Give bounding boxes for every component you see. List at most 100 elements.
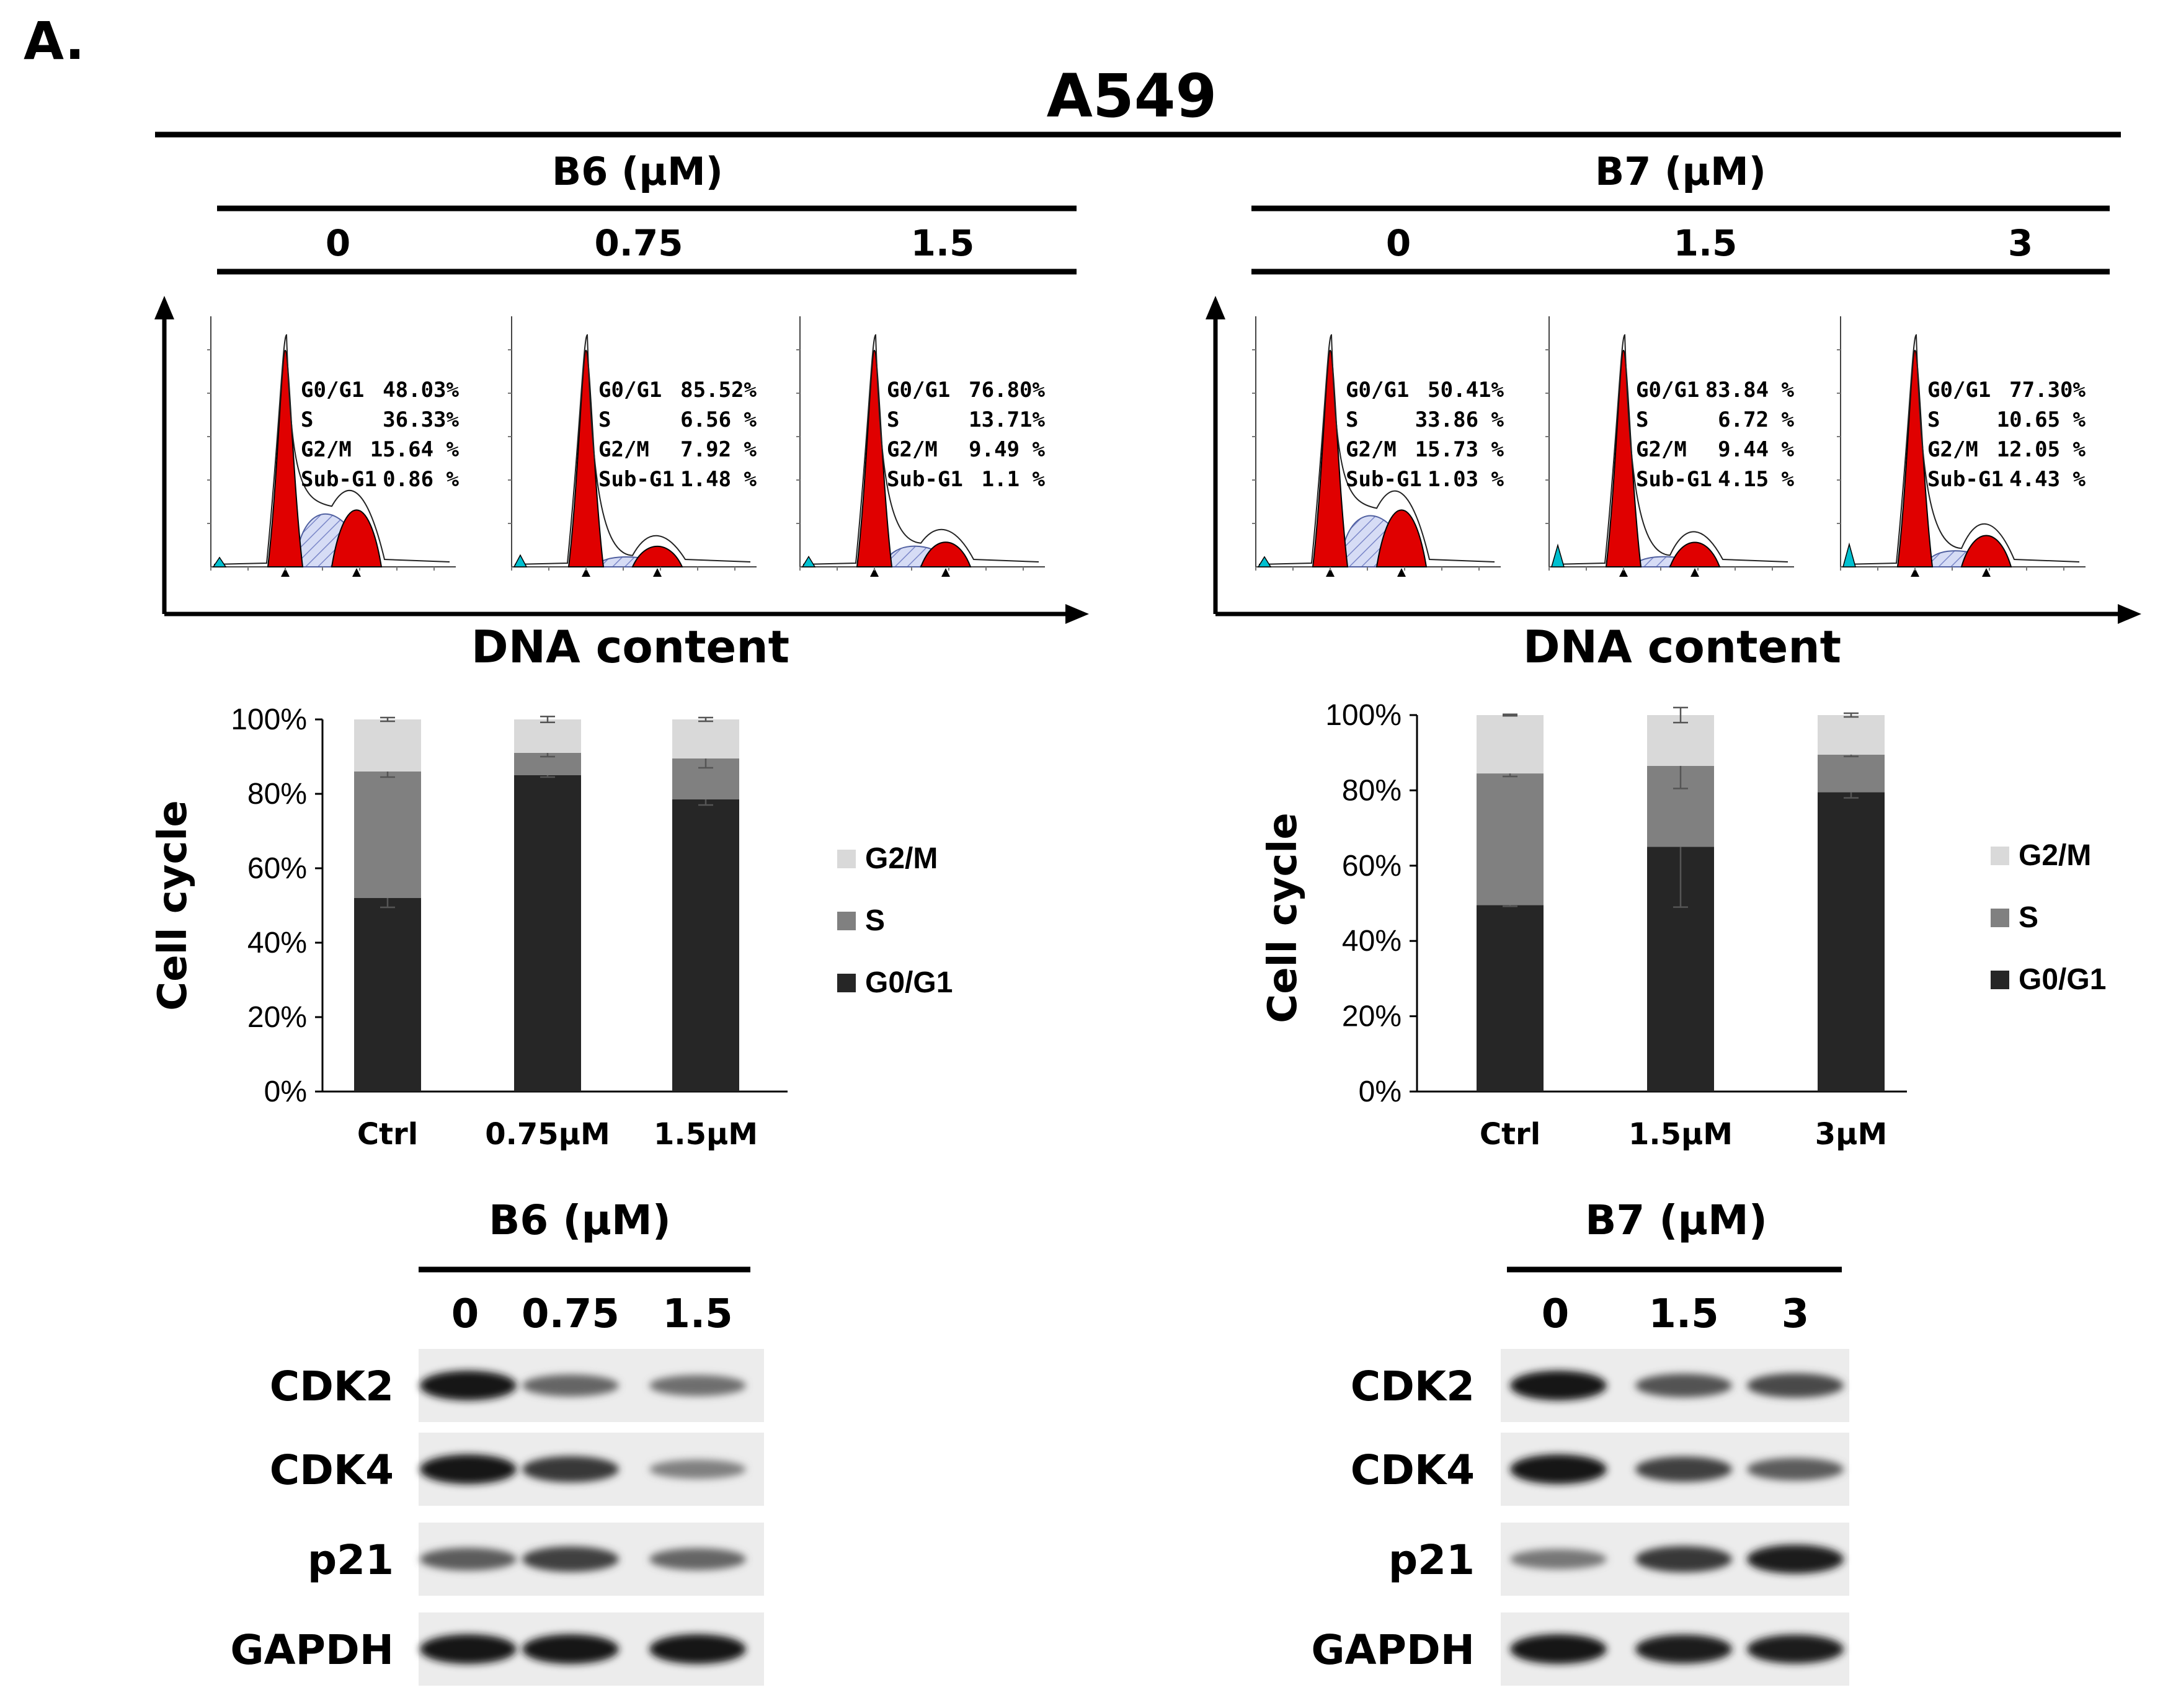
compound-header: B7 (μM) [1595, 149, 1766, 194]
legend-label: G0/G1 [865, 966, 953, 999]
phase-name: G2/M [598, 437, 649, 462]
phase-percent: 10.65 % [1997, 407, 2086, 432]
legend-swatch [837, 912, 856, 930]
g0g1-peak [567, 349, 605, 567]
phase-name: G0/G1 [887, 378, 950, 403]
blot-band [1747, 1544, 1844, 1574]
bar-s [354, 772, 421, 898]
phase-percent: 15.73 % [1415, 437, 1504, 462]
phase-percent: 48.03% [383, 378, 459, 403]
g0g1-peak [1605, 349, 1642, 567]
phase-name: S [887, 407, 899, 432]
y-arrow-head [154, 296, 174, 319]
gate-marker [352, 568, 361, 577]
category-label: 3μM [1815, 1117, 1887, 1152]
group-2: B7 (μM) 0 1.5 3 DNA content G0/G1 50.41% S 33.86… [1206, 149, 2141, 1686]
bar-g2m [1647, 715, 1714, 766]
legend-swatch [1991, 971, 2009, 989]
legend-label: G2/M [2019, 839, 2091, 872]
flow-histogram: G0/G1 83.84 % S 6.72 % G2/M 9.44 %Sub-G1 4.15 … [1545, 316, 1795, 577]
phase-percent: 77.30% [2009, 378, 2086, 403]
bar-g0g1 [1477, 905, 1544, 1092]
phase-name: G0/G1 [1927, 378, 1991, 403]
protein-label: p21 [308, 1536, 394, 1584]
protein-label: GAPDH [1311, 1626, 1475, 1674]
category-label: 1.5μM [1628, 1117, 1733, 1152]
gate-marker [582, 568, 590, 577]
bar-g2m [672, 719, 739, 758]
g2m-peak [1960, 535, 2012, 567]
legend-label: S [865, 904, 885, 937]
g0g1-peak [267, 349, 304, 567]
dose-label: 0 [1386, 222, 1411, 264]
g0g1-peak [856, 349, 893, 567]
legend-swatch [837, 850, 856, 868]
phase-percent: 33.86 % [1415, 407, 1504, 432]
phase-name: Sub-G1 [887, 467, 963, 492]
blot-band [1747, 1634, 1844, 1664]
phase-name: Sub-G1 [1346, 467, 1422, 492]
y-tick-label: 0% [1359, 1075, 1402, 1108]
raw-trace [213, 334, 450, 565]
cell-cycle-chart: Cell cycle 0% 20% 40% 60% 80% 100% Ctrl 1.5μM 3μM… [1260, 699, 2106, 1152]
y-tick-label: 20% [1342, 1000, 1402, 1033]
blot-band [649, 1548, 746, 1570]
sub-g1-peak [801, 555, 816, 567]
blot-band [1510, 1549, 1607, 1570]
blot-band [1635, 1546, 1732, 1573]
gate-marker [1982, 568, 1991, 577]
gate-marker [1397, 568, 1406, 577]
gate-marker [1911, 568, 1919, 577]
phase-percent: 9.44 % [1718, 437, 1794, 462]
bar-g0g1 [1818, 792, 1885, 1092]
y-tick-label: 20% [247, 1001, 307, 1034]
bar-g0g1 [354, 898, 421, 1092]
bar-g0g1 [672, 799, 739, 1092]
bar-g2m [514, 719, 581, 753]
dose-label: 0.75 [594, 222, 683, 264]
phase-name: S [301, 407, 313, 432]
flow-histogram: G0/G1 48.03% S 36.33% G2/M 15.64 % Sub-G1 0.86 … [207, 316, 460, 577]
gate-marker [1619, 568, 1628, 577]
phase-percent: 6.72 % [1718, 407, 1794, 432]
blot-band [420, 1547, 517, 1571]
x-arrow-head [1065, 604, 1089, 624]
y-tick-label: 60% [1342, 850, 1402, 883]
y-tick-label: 100% [1325, 699, 1402, 732]
blot-band [522, 1634, 619, 1664]
lane-label: 0 [1542, 1291, 1570, 1337]
phase-name: S [598, 407, 611, 432]
lane-label: 0 [451, 1291, 479, 1337]
blot-band [1635, 1373, 1732, 1398]
legend-label: S [2019, 901, 2038, 934]
bar-s [1818, 754, 1885, 793]
phase-percent: 1.03 % [1428, 467, 1504, 492]
lane-label: 3 [1782, 1291, 1810, 1337]
phase-name: G0/G1 [301, 378, 364, 403]
y-arrow-head [1206, 296, 1225, 319]
blot-band [522, 1374, 619, 1397]
phase-name: Sub-G1 [1927, 467, 2004, 492]
phase-percent: 50.41% [1428, 378, 1504, 403]
phase-percent: 13.71% [969, 407, 1045, 432]
g0g1-peak [1312, 349, 1349, 567]
gate-marker [281, 568, 290, 577]
bar-g2m [1818, 715, 1885, 755]
panel-label: A. [24, 11, 84, 71]
blot-band [1635, 1456, 1732, 1482]
blot-band [522, 1546, 619, 1572]
dose-label: 0 [326, 222, 350, 264]
g2m-peak [331, 509, 383, 567]
phase-name: S [1636, 407, 1648, 432]
dose-label: 1.5 [1674, 222, 1738, 264]
chart-y-label: Cell cycle [1260, 812, 1306, 1023]
y-tick-label: 40% [1342, 925, 1402, 958]
phase-percent: 15.64 % [370, 437, 460, 462]
phase-percent: 1.1 % [982, 467, 1046, 492]
x-axis-label: DNA content [471, 621, 789, 673]
phase-percent: 6.56 % [680, 407, 757, 432]
protein-label: CDK2 [1351, 1363, 1475, 1410]
blot-band [1747, 1373, 1844, 1398]
phase-name: S [1346, 407, 1358, 432]
